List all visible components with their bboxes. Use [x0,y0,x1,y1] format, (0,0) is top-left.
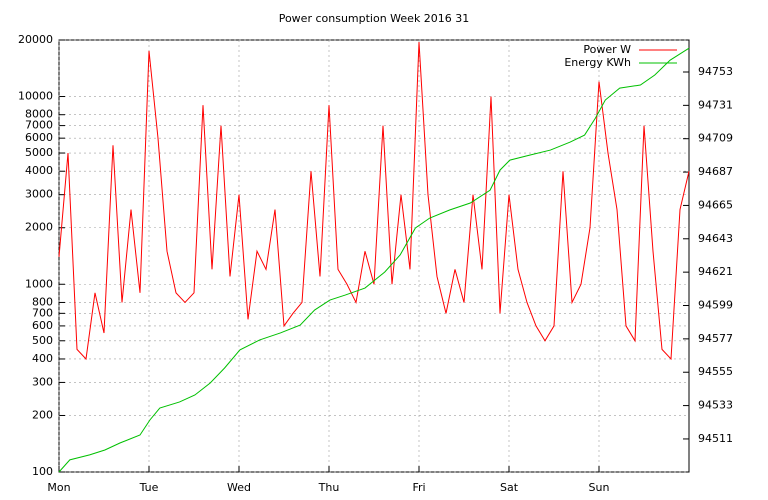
x-tick-label: Sat [500,481,519,494]
chart-title: Power consumption Week 2016 31 [279,12,470,25]
y-tick-label: 600 [32,319,53,332]
series-line [58,42,690,361]
y2-tick-label: 94709 [698,132,733,145]
y-tick-label: 20000 [18,33,53,46]
y-tick-label: 3000 [25,188,53,201]
x-tick-label: Mon [47,481,70,494]
y2-tick-label: 94753 [698,65,733,78]
y-tick-label: 200 [32,408,53,421]
y2-tick-label: 94511 [698,432,733,445]
y-tick-label: 7000 [25,119,53,132]
y-tick-label: 8000 [25,108,53,121]
legend-label: Power W [583,43,631,56]
series-line [58,47,690,473]
x-tick-label: Tue [139,481,159,494]
y2-tick-label: 94731 [698,98,733,111]
y2-tick-label: 94555 [698,365,733,378]
y2-tick-label: 94577 [698,332,733,345]
y-tick-label: 500 [32,334,53,347]
y2-tick-label: 94687 [698,165,733,178]
y2-tick-label: 94665 [698,198,733,211]
y-tick-label: 700 [32,306,53,319]
x-tick-label: Fri [412,481,425,494]
y-tick-label: 400 [32,352,53,365]
y-tick-label: 300 [32,375,53,388]
x-tick-label: Wed [227,481,251,494]
y-tick-label: 2000 [25,221,53,234]
y-tick-label: 800 [32,295,53,308]
y-tick-label: 6000 [25,131,53,144]
y2-tick-label: 94643 [698,232,733,245]
y-tick-label: 100 [32,465,53,478]
legend-label: Energy KWh [564,56,631,69]
y2-tick-label: 94599 [698,299,733,312]
y2-tick-label: 94621 [698,265,733,278]
y-tick-label: 10000 [18,90,53,103]
x-tick-label: Thu [318,481,340,494]
y2-tick-label: 94533 [698,399,733,412]
x-tick-label: Sun [589,481,610,494]
y-tick-label: 1000 [25,277,53,290]
y-tick-label: 5000 [25,146,53,159]
y-tick-label: 4000 [25,164,53,177]
